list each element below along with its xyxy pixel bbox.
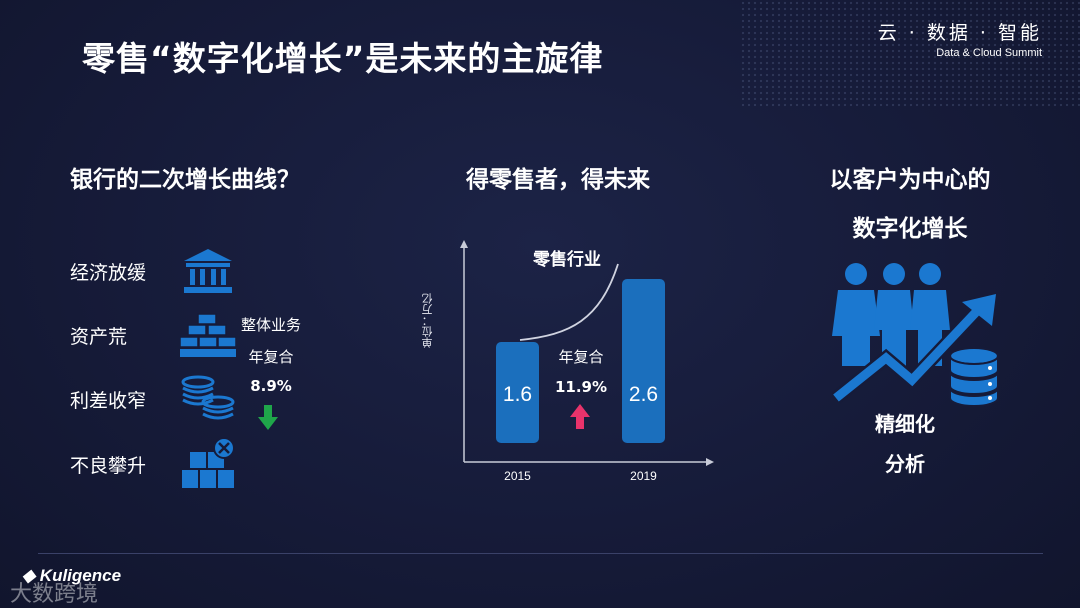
right-heading-line1: 以客户为中心的 <box>829 167 991 193</box>
growth-curve <box>519 263 619 341</box>
chart-annotation-value: 11.9% <box>554 378 608 396</box>
brand-chinese: 云 · 数据 · 智能 <box>877 22 1042 44</box>
decorative-dot-pattern <box>740 0 1080 110</box>
y-axis-label: 单位：万亿 <box>421 293 434 348</box>
gold-bars-icon <box>180 313 236 357</box>
coins-icon <box>181 375 235 420</box>
down-arrow-icon <box>258 405 278 430</box>
risk-label-assets: 资产荒 <box>70 326 128 348</box>
company-logo: ◆ Kuligence <box>22 566 122 585</box>
slide-title: 零售“数字化增长”是未来的主旋律 <box>82 39 604 78</box>
x-tick-label: 2015 <box>504 469 531 483</box>
logo-text: Kuligence <box>39 566 122 585</box>
brand-english: Data & Cloud Summit <box>936 47 1042 59</box>
bank-icon <box>184 249 232 293</box>
risk-label-economy: 经济放缓 <box>70 262 147 284</box>
right-caption-line1: 精细化 <box>875 412 935 436</box>
right-caption-line2: 分析 <box>885 452 925 476</box>
stat-label-2: 年复合 <box>248 348 294 366</box>
bar-2019: 2.6 <box>622 279 665 443</box>
footer-divider <box>38 553 1043 554</box>
event-brand: 云 · 数据 · 智能 Data & Cloud Summit <box>878 18 1042 59</box>
risk-label-spread: 利差收窄 <box>70 390 147 412</box>
y-axis-arrow <box>460 240 468 248</box>
bar-value-label: 2.6 <box>628 383 659 406</box>
boxes-x-icon <box>182 437 235 488</box>
x-tick-label: 2019 <box>630 469 657 483</box>
right-heading-line2: 数字化增长 <box>852 216 968 242</box>
chart-annotation-label: 年复合 <box>558 348 604 366</box>
bar-value-label: 1.6 <box>502 383 533 406</box>
left-heading: 银行的二次增长曲线？ <box>70 167 300 193</box>
bar-2015: 1.6 <box>496 342 539 443</box>
x-axis-arrow <box>706 458 714 466</box>
stat-label-1: 整体业务 <box>240 316 301 334</box>
people-growth-database-icon <box>831 263 999 407</box>
watermark: 大数跨境 <box>10 582 99 607</box>
chart-title: 零售行业 <box>533 250 601 270</box>
up-arrow-icon <box>570 404 590 429</box>
retail-bar-chart <box>460 240 714 466</box>
risk-label-npl: 不良攀升 <box>70 455 147 477</box>
middle-heading: 得零售者，得未来 <box>466 167 650 193</box>
stat-value: 8.9% <box>250 377 292 395</box>
